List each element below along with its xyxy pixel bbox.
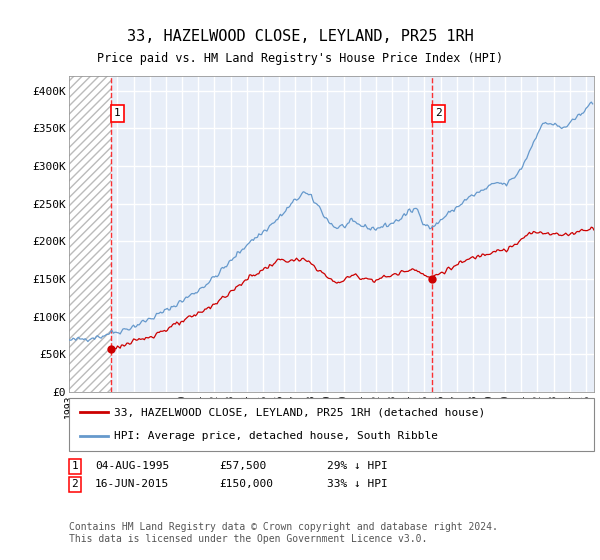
Text: Price paid vs. HM Land Registry's House Price Index (HPI): Price paid vs. HM Land Registry's House … xyxy=(97,52,503,66)
Bar xyxy=(69,76,111,392)
Text: 33% ↓ HPI: 33% ↓ HPI xyxy=(327,479,388,489)
Text: 1: 1 xyxy=(114,108,121,118)
Text: £57,500: £57,500 xyxy=(219,461,266,472)
Text: 29% ↓ HPI: 29% ↓ HPI xyxy=(327,461,388,472)
Text: 1: 1 xyxy=(71,461,79,472)
Text: Contains HM Land Registry data © Crown copyright and database right 2024.
This d: Contains HM Land Registry data © Crown c… xyxy=(69,522,498,544)
Text: 2: 2 xyxy=(435,108,442,118)
Text: 16-JUN-2015: 16-JUN-2015 xyxy=(95,479,169,489)
Text: 33, HAZELWOOD CLOSE, LEYLAND, PR25 1RH (detached house): 33, HAZELWOOD CLOSE, LEYLAND, PR25 1RH (… xyxy=(114,408,485,418)
Text: 2: 2 xyxy=(71,479,79,489)
Text: HPI: Average price, detached house, South Ribble: HPI: Average price, detached house, Sout… xyxy=(114,431,438,441)
Text: 04-AUG-1995: 04-AUG-1995 xyxy=(95,461,169,472)
Text: £150,000: £150,000 xyxy=(219,479,273,489)
Text: 33, HAZELWOOD CLOSE, LEYLAND, PR25 1RH: 33, HAZELWOOD CLOSE, LEYLAND, PR25 1RH xyxy=(127,29,473,44)
